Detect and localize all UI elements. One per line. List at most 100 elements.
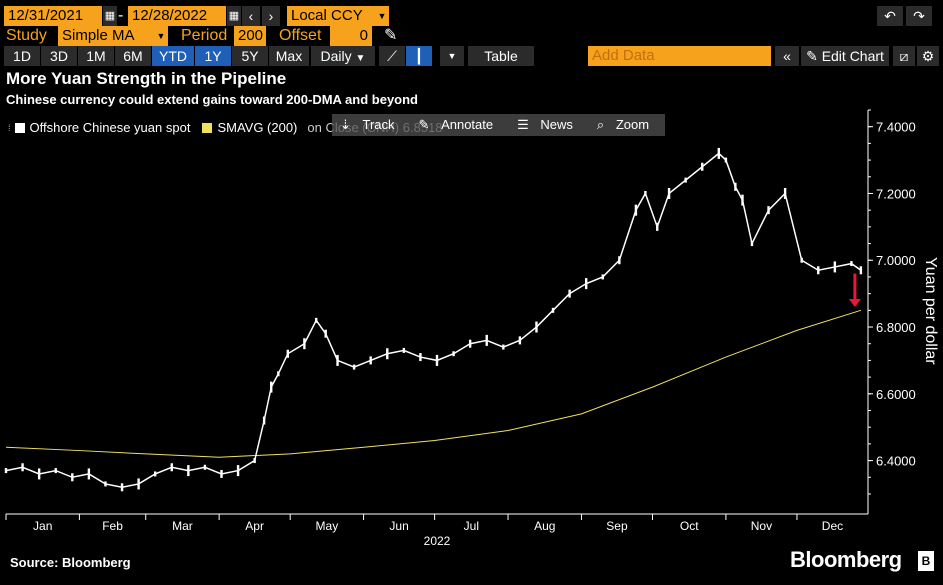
y-tick-label: 6.4000 — [876, 454, 916, 469]
line-chart-icon[interactable]: ⟋ — [379, 46, 405, 66]
table-button[interactable]: Table — [468, 46, 534, 66]
data-point-spot — [71, 473, 74, 482]
data-point-spot — [324, 329, 327, 338]
undo-icon[interactable]: ↶ — [877, 6, 903, 26]
bloomberg-logo: Bloomberg — [790, 547, 902, 572]
series-line-smavg — [5, 309, 862, 458]
chevron-down-icon[interactable]: ▼ — [440, 46, 464, 66]
x-tick-label: Feb — [102, 519, 123, 533]
candlestick-icon[interactable]: ┃ — [406, 46, 432, 66]
data-point-spot — [37, 468, 41, 480]
range-5y-button[interactable]: 5Y — [232, 46, 268, 66]
add-data-input[interactable]: Add Data — [588, 46, 771, 66]
y-axis-label: Yuan per dollar — [922, 257, 939, 365]
data-point-spot — [4, 468, 8, 474]
x-tick-label: Sep — [606, 519, 628, 533]
x-tick-label: Jun — [389, 519, 408, 533]
data-point-spot — [303, 338, 306, 350]
prev-period-button[interactable]: ‹ — [242, 6, 260, 26]
range-ytd-button[interactable]: YTD — [152, 46, 194, 66]
pencil-icon[interactable]: ✎ — [384, 27, 398, 44]
data-point-spot — [220, 469, 223, 478]
period-label: Period — [181, 27, 228, 44]
range-1m-button[interactable]: 1M — [78, 46, 114, 66]
annotation-arrow-head — [848, 298, 861, 307]
data-point-spot — [701, 162, 704, 171]
period-field[interactable]: 200 — [234, 26, 266, 46]
edit-chart-button[interactable]: ✎ Edit Chart — [801, 46, 889, 66]
data-point-spot — [435, 354, 439, 366]
data-point-spot — [236, 465, 240, 477]
range-max-button[interactable]: Max — [269, 46, 309, 66]
data-point-spot — [120, 483, 124, 492]
range-1d-button[interactable]: 1D — [4, 46, 40, 66]
data-point-spot — [750, 241, 754, 247]
legend-swatch-smavg — [202, 122, 213, 133]
currency-field[interactable]: Local CCY — [287, 6, 375, 26]
data-point-spot — [684, 177, 687, 183]
redo-icon[interactable]: ↷ — [906, 6, 932, 26]
track-label: Track — [362, 117, 395, 132]
data-point-spot — [153, 471, 157, 477]
y-tick-label: 7.2000 — [876, 186, 916, 201]
end-date-field[interactable]: 12/28/2022 — [128, 6, 226, 26]
chevron-down-icon[interactable]: ▼ — [154, 26, 168, 46]
data-point-spot — [535, 321, 538, 333]
x-tick-label: Apr — [245, 519, 264, 533]
x-tick-label: Mar — [172, 519, 193, 533]
drag-handle-icon[interactable]: ⁞ — [8, 122, 11, 133]
data-point-spot — [262, 416, 266, 425]
range-3d-button[interactable]: 3D — [41, 46, 77, 66]
frequency-dropdown[interactable]: Daily ▼ — [311, 46, 375, 66]
offset-field[interactable]: 0 — [330, 26, 372, 46]
zoom-label: Zoom — [615, 117, 650, 132]
data-point-spot — [667, 187, 671, 199]
data-point-spot — [277, 371, 280, 377]
data-point-spot — [656, 222, 659, 231]
data-point-spot — [767, 206, 770, 215]
data-point-spot — [336, 354, 339, 366]
x-tick-label: May — [316, 519, 339, 533]
offset-label: Offset — [279, 27, 322, 44]
data-point-spot — [270, 381, 273, 393]
data-point-spot — [137, 478, 140, 490]
news-button[interactable]: ☰ News — [509, 117, 589, 133]
legend-label-smavg[interactable]: SMAVG (200) — [217, 120, 298, 135]
data-point-spot — [741, 194, 744, 206]
range-1y-button[interactable]: 1Y — [195, 46, 231, 66]
track-button[interactable]: ⇣ Track — [332, 117, 411, 133]
x-tick-label: Nov — [751, 519, 772, 533]
y-tick-label: 7.4000 — [876, 120, 916, 135]
data-point-spot — [859, 266, 863, 275]
data-point-spot — [800, 257, 803, 263]
data-point-spot — [402, 347, 406, 353]
collapse-icon[interactable]: « — [775, 46, 799, 66]
chevron-down-icon[interactable]: ▼ — [375, 6, 389, 26]
next-period-button[interactable]: › — [262, 6, 280, 26]
data-point-spot — [850, 261, 853, 267]
range-6m-button[interactable]: 6M — [115, 46, 151, 66]
calendar-icon[interactable]: ▦ — [227, 6, 241, 26]
data-point-spot — [352, 364, 356, 370]
study-toolbar: Study Simple MA ▼ Period 200 Offset 0 ✎ — [0, 26, 943, 46]
data-point-spot — [315, 317, 318, 323]
gear-icon[interactable]: ⚙ — [917, 46, 939, 66]
data-point-spot — [203, 464, 207, 470]
data-point-spot — [187, 465, 190, 477]
data-point-spot — [502, 344, 505, 350]
annotate-icon[interactable]: ⧄ — [893, 46, 915, 66]
data-point-spot — [369, 356, 372, 365]
legend-label-spot[interactable]: Offshore Chinese yuan spot — [29, 120, 191, 135]
data-point-spot — [87, 468, 91, 480]
study-field[interactable]: Simple MA — [58, 26, 154, 46]
zoom-button[interactable]: ⌕ Zoom — [589, 117, 665, 133]
x-tick-label: Oct — [680, 519, 699, 533]
calendar-icon[interactable]: ▦ — [103, 6, 117, 26]
edit-chart-label: Edit Chart — [821, 48, 884, 64]
data-point-spot — [634, 204, 638, 216]
start-date-field[interactable]: 12/31/2021 — [4, 6, 102, 26]
data-point-spot — [724, 157, 728, 163]
annotate-button[interactable]: ✎ Annotate — [411, 117, 510, 133]
x-axis-label: 2022 — [424, 534, 451, 548]
